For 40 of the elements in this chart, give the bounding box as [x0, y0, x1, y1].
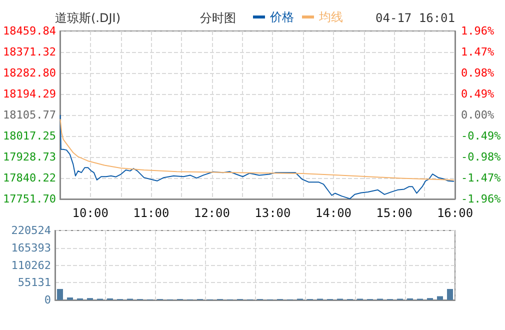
- y2-tick-label: -1.96%: [461, 192, 502, 206]
- y-tick-label: 165393: [11, 241, 51, 254]
- y2-tick-label: 0.98%: [461, 66, 494, 80]
- bar: [57, 288, 63, 300]
- y2-tick-label: 1.47%: [461, 46, 494, 58]
- bar: [437, 296, 443, 300]
- y-tick-label: 220524: [11, 224, 52, 237]
- x-tick-label: 11:00: [133, 206, 170, 220]
- bar: [447, 288, 453, 300]
- y-tick-label: 17840.22: [2, 172, 56, 184]
- x-tick-label: 14:00: [315, 206, 352, 220]
- chart-subtitle: 分时图: [200, 11, 236, 25]
- y2-tick-label: -0.98%: [461, 150, 502, 164]
- y-tick-label: 17928.73: [2, 150, 56, 164]
- y2-tick-label: 0.00%: [461, 108, 494, 122]
- y2-tick-label: -0.49%: [461, 130, 502, 142]
- x-tick-label: 10:00: [72, 206, 108, 220]
- y2-tick-label: 0.49%: [461, 88, 494, 100]
- x-tick-label: 15:00: [376, 206, 412, 220]
- y2-tick-label: 1.96%: [461, 24, 494, 38]
- y-tick-label: 18459.84: [2, 24, 56, 38]
- text: 04-17 16:01: [376, 11, 456, 25]
- x-tick-label: 13:00: [254, 206, 291, 220]
- y-tick-label: 18282.80: [2, 66, 56, 80]
- legend-label: 均线: [318, 10, 343, 24]
- x-tick-label: 16:00: [436, 206, 474, 220]
- y-tick-label: 18194.29: [2, 88, 56, 100]
- legend-label: 价格: [269, 10, 294, 24]
- y-tick-label: 0: [44, 294, 51, 306]
- y2-tick-label: -1.47%: [461, 172, 502, 184]
- y-tick-label: 18105.77: [2, 108, 56, 122]
- line-series: [60, 118, 454, 180]
- y-tick-label: 55131: [18, 276, 51, 290]
- y-tick-label: 18017.25: [2, 130, 56, 142]
- y-tick-label: 110262: [11, 258, 51, 272]
- x-tick-label: 12:00: [194, 206, 230, 220]
- bar: [67, 297, 73, 300]
- y-tick-label: 18371.32: [2, 46, 56, 58]
- chart-title: 道琼斯(.DJI): [55, 11, 120, 25]
- y-tick-label: 17751.70: [2, 192, 56, 206]
